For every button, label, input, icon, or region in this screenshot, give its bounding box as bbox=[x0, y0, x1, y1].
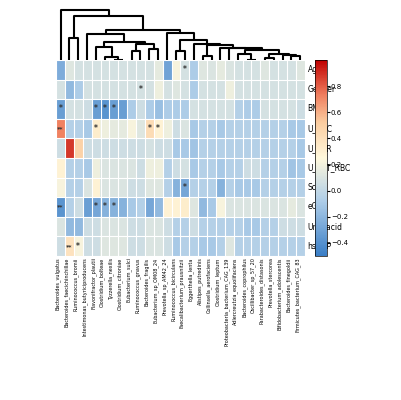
Text: *: * bbox=[77, 242, 80, 251]
Text: *: * bbox=[94, 202, 98, 212]
Text: *: * bbox=[183, 183, 187, 192]
Text: *: * bbox=[59, 104, 63, 114]
Text: *: * bbox=[103, 202, 107, 212]
Text: *: * bbox=[112, 104, 116, 114]
Text: *: * bbox=[148, 124, 151, 133]
Text: *: * bbox=[103, 104, 107, 114]
Text: **: ** bbox=[57, 204, 64, 210]
Text: **: ** bbox=[66, 244, 73, 249]
Text: *: * bbox=[94, 124, 98, 133]
Text: *: * bbox=[94, 104, 98, 114]
Text: *: * bbox=[156, 124, 160, 133]
Text: **: ** bbox=[57, 126, 64, 131]
Text: *: * bbox=[112, 202, 116, 212]
Text: *: * bbox=[139, 85, 142, 94]
Text: *: * bbox=[183, 65, 187, 74]
